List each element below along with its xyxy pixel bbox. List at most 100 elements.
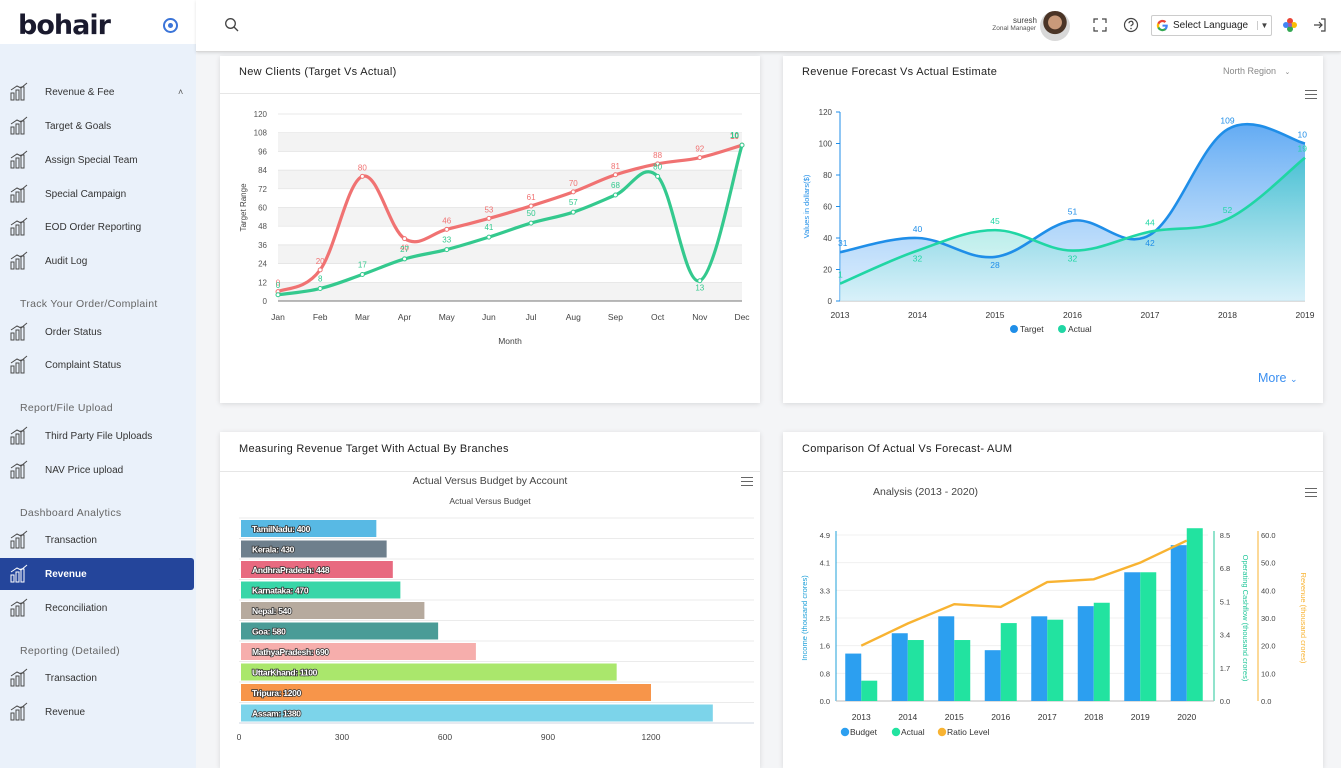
- sidebar-item[interactable]: Order Status: [0, 316, 194, 348]
- data-label: 109: [1220, 115, 1234, 125]
- data-point: [570, 189, 576, 195]
- y-tick-label: 0.0: [820, 697, 830, 706]
- data-label: 17: [358, 261, 367, 270]
- reconciliation-icon: [10, 598, 28, 617]
- region-select[interactable]: North Region ⌄: [1223, 66, 1290, 76]
- y-tick-label: 0.8: [820, 669, 830, 678]
- bar-actual: [1047, 619, 1064, 701]
- x-tick-label: Aug: [566, 312, 581, 322]
- bar-budget: [845, 653, 862, 701]
- sidebar-item[interactable]: Audit Log: [0, 245, 194, 277]
- y-tick-label: 60: [258, 204, 267, 213]
- x-tick-label: 2020: [1177, 712, 1196, 722]
- bar-label: MathyaPradesh: 690: [252, 647, 329, 657]
- y3-axis-title: Revenue (thousand crores): [1299, 573, 1308, 664]
- data-label: 42: [1145, 238, 1155, 248]
- data-label: 31: [838, 238, 848, 248]
- data-label: 40: [400, 244, 409, 253]
- app-logo[interactable]: bohair: [18, 8, 111, 42]
- more-link[interactable]: More ⌄: [1258, 371, 1298, 385]
- sidebar-item[interactable]: Target & Goals: [0, 110, 194, 142]
- help-icon[interactable]: [1123, 17, 1139, 33]
- sidebar-item[interactable]: EOD Order Reporting: [0, 211, 194, 243]
- target-icon: [10, 116, 28, 135]
- y-tick-label: 120: [819, 108, 833, 117]
- bar: [241, 540, 387, 558]
- y3-tick-label: 50.0: [1261, 559, 1276, 568]
- x-tick-label: 2018: [1218, 310, 1237, 320]
- sidebar: bohair Revenue & Fee ˄ Target & Goals Ass…: [0, 0, 196, 768]
- legend-marker: [937, 727, 947, 737]
- card-title: New Clients (Target Vs Actual): [239, 66, 397, 78]
- data-label: 70: [569, 179, 578, 188]
- chart-menu-icon[interactable]: [1305, 488, 1317, 497]
- sidebar-item[interactable]: Third Party File Uploads: [0, 420, 194, 452]
- fullscreen-icon[interactable]: [1092, 17, 1108, 33]
- sidebar-item[interactable]: Revenue & Fee ˄: [0, 76, 194, 108]
- y-tick-label: 2.5: [820, 614, 830, 623]
- logout-icon[interactable]: [1312, 17, 1328, 33]
- y3-tick-label: 20.0: [1261, 642, 1276, 651]
- y-tick-label: 0: [263, 297, 268, 306]
- bar-budget: [1170, 545, 1187, 701]
- sidebar-item-label: Audit Log: [45, 255, 88, 267]
- data-label: 53: [484, 205, 493, 214]
- x-tick-label: Sep: [608, 312, 623, 322]
- bar: [241, 581, 401, 599]
- sidebar-item[interactable]: Assign Special Team: [0, 144, 194, 176]
- y-tick-label: 24: [258, 260, 267, 269]
- sidebar-item-label: Complaint Status: [45, 359, 122, 371]
- chart-menu-icon[interactable]: [741, 477, 753, 486]
- y-tick-label: 1.6: [820, 642, 830, 651]
- sidebar-item[interactable]: Complaint Status: [0, 349, 194, 381]
- avatar[interactable]: [1040, 11, 1070, 41]
- app-grid-icon[interactable]: [1282, 17, 1298, 33]
- y-tick-label: 4.9: [820, 531, 830, 540]
- search-icon[interactable]: [224, 17, 240, 33]
- sidebar-item[interactable]: Revenue: [0, 696, 194, 728]
- x-tick-label: 2015: [945, 712, 964, 722]
- sidebar-toggle-icon[interactable]: [163, 18, 178, 33]
- grid-band: [278, 132, 742, 152]
- data-label: 33: [442, 236, 451, 245]
- sidebar-item-label: Third Party File Uploads: [45, 430, 153, 442]
- file-upload-icon: [10, 426, 28, 445]
- y-tick-label: 48: [258, 222, 267, 231]
- sidebar-item[interactable]: Reconciliation: [0, 592, 194, 624]
- chart-menu-icon[interactable]: [1305, 90, 1317, 99]
- sidebar-item-label: Revenue & Fee: [45, 86, 115, 98]
- sidebar-item-label: Order Status: [45, 326, 102, 338]
- campaign-icon: [10, 184, 28, 203]
- logo-text: bohair: [18, 9, 111, 41]
- data-label: 80: [653, 162, 662, 171]
- bar-label: Kerala: 430: [252, 544, 295, 554]
- y2-tick-label: 5.1: [1220, 597, 1230, 606]
- x-tick-label: 2017: [1141, 310, 1160, 320]
- grid-band: [278, 282, 742, 301]
- y-tick-label: 40: [823, 234, 832, 243]
- x-tick-label: Mar: [355, 312, 370, 322]
- x-tick-label: Nov: [692, 312, 708, 322]
- bar-actual: [1000, 623, 1017, 701]
- data-label: 32: [1068, 254, 1078, 264]
- data-label: 20: [316, 257, 325, 266]
- x-tick-label: 2016: [991, 712, 1010, 722]
- y-tick-label: 100: [819, 140, 833, 149]
- sidebar-item[interactable]: NAV Price upload: [0, 454, 194, 486]
- data-label: 27: [400, 245, 409, 254]
- bar: [241, 520, 377, 537]
- series-area-actual: [840, 157, 1305, 301]
- sidebar-item[interactable]: Special Campaign: [0, 178, 194, 210]
- language-select[interactable]: Select Language ▼: [1151, 15, 1272, 36]
- revenue-icon: [10, 564, 28, 583]
- y3-tick-label: 0.0: [1261, 697, 1271, 706]
- sidebar-item[interactable]: Transaction: [0, 524, 194, 556]
- sidebar-item[interactable]: Transaction: [0, 662, 194, 694]
- data-point: [528, 203, 534, 209]
- legend-marker: [1058, 325, 1066, 333]
- legend-label: Actual: [901, 727, 925, 737]
- bar: [241, 663, 617, 681]
- x-tick-label: 300: [335, 732, 349, 742]
- sidebar-item[interactable]: Revenue: [0, 558, 194, 590]
